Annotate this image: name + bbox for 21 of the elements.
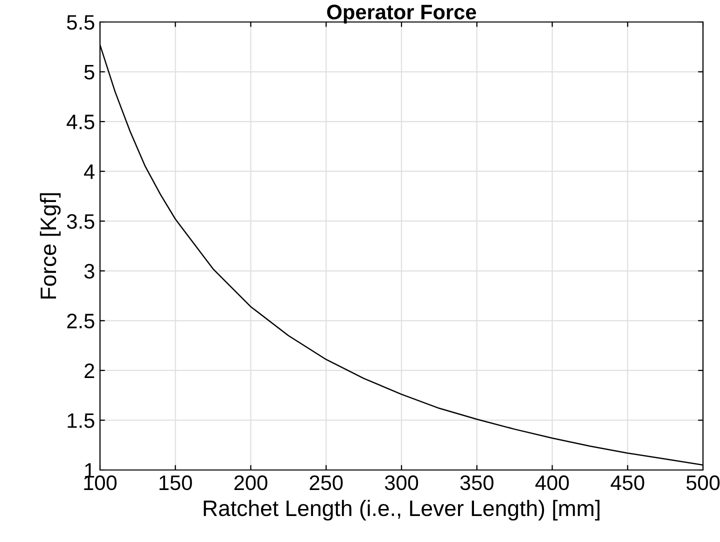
y-tick-label: 3 <box>84 264 94 279</box>
y-tick-label: 5.5 <box>67 15 94 30</box>
y-tick-label: 5 <box>84 64 94 80</box>
chart-title: Operator Force <box>327 4 476 24</box>
x-tick-label: 500 <box>686 475 720 490</box>
y-tick-label: 3.5 <box>66 214 94 229</box>
x-axis-title: Ratchet Length (i.e., Lever Length) [mm] <box>204 500 600 521</box>
x-tick-label: 400 <box>535 475 569 490</box>
y-tick-label: 4 <box>84 164 95 179</box>
y-tick-label: 2.5 <box>67 314 94 328</box>
x-tick-label: 200 <box>234 475 268 490</box>
y-tick-label: 4.5 <box>66 114 94 130</box>
x-tick-label: 100 <box>84 475 117 490</box>
y-tick-label: 2 <box>84 363 94 378</box>
x-tick-label: 250 <box>310 475 343 490</box>
x-tick-label: 350 <box>460 475 494 490</box>
y-axis-title: Force [Kgf] <box>40 193 61 299</box>
y-tick-label: 1.5 <box>68 413 94 428</box>
x-tick-label: 300 <box>384 475 418 490</box>
x-tick-label: 150 <box>160 475 192 490</box>
x-tick-label: 450 <box>610 475 644 490</box>
